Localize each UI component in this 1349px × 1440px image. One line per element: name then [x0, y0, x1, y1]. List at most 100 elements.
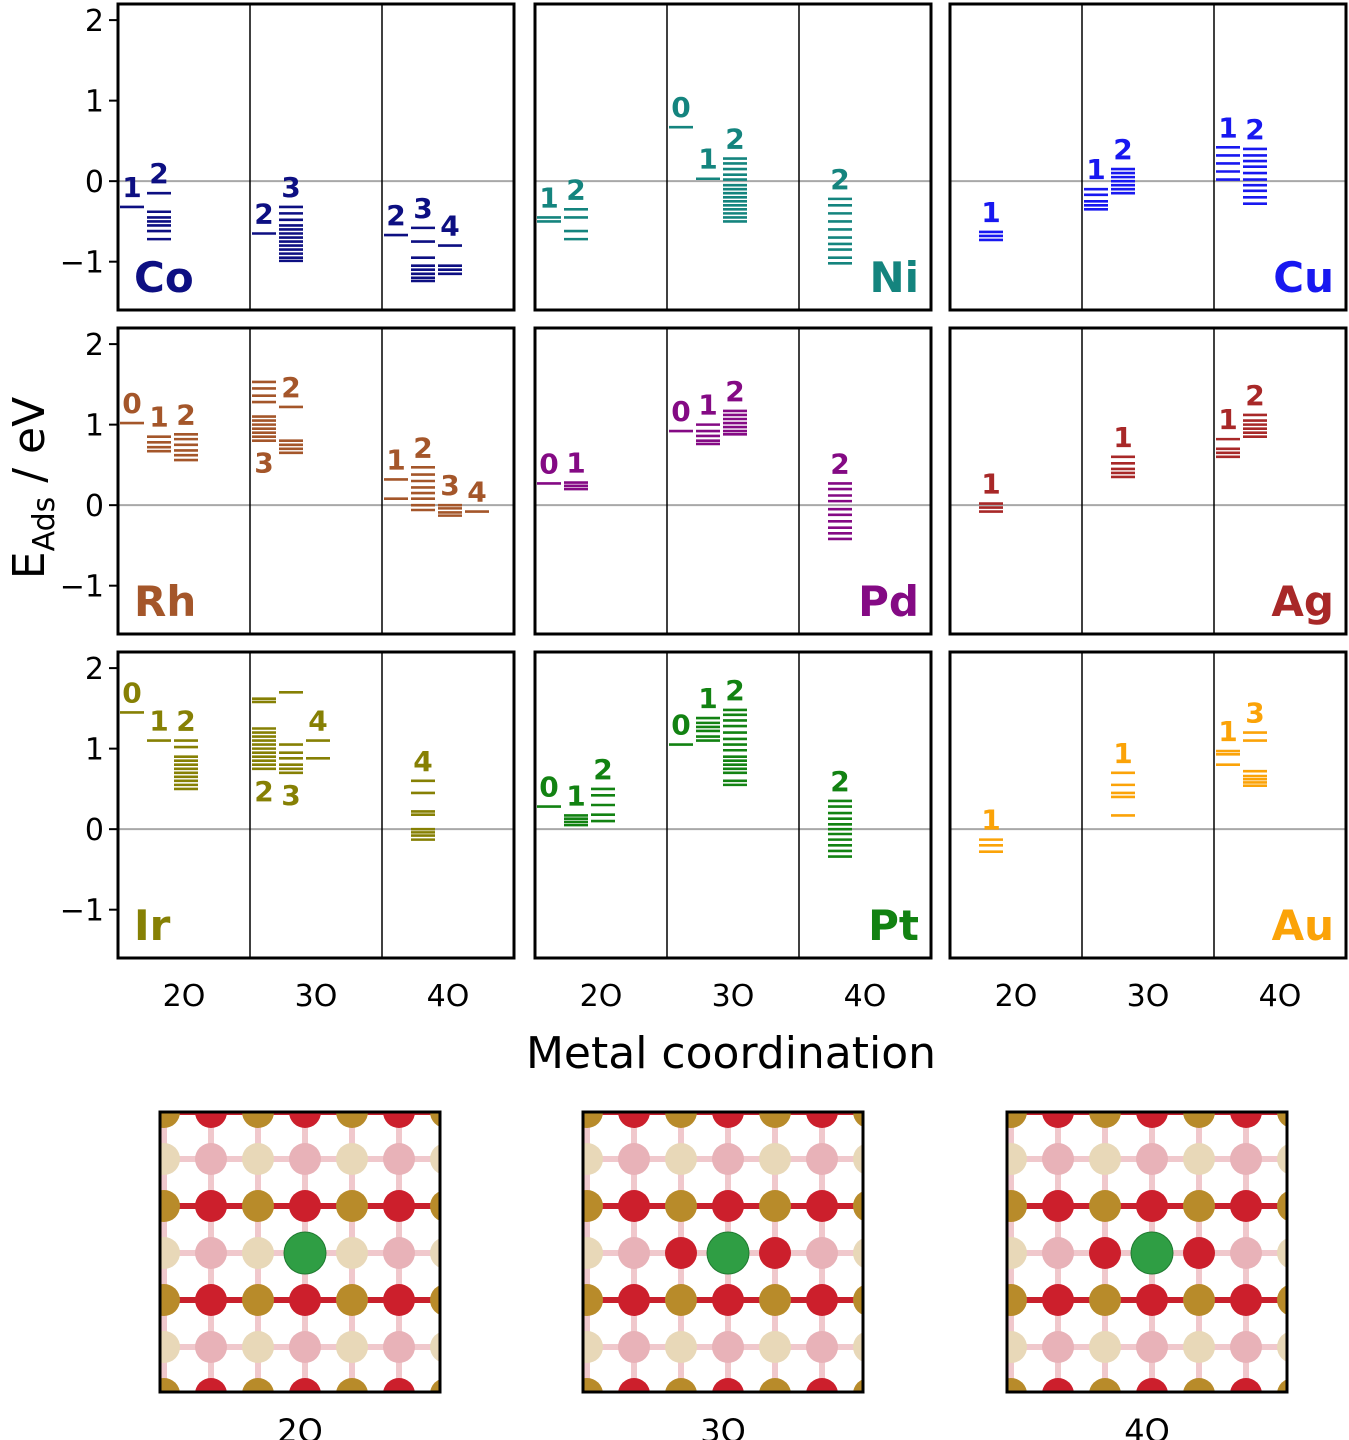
atom — [195, 1190, 227, 1222]
atom — [759, 1378, 791, 1392]
group-label: 1 — [122, 171, 141, 204]
atom — [853, 1285, 863, 1315]
atom — [242, 1112, 274, 1128]
group-label: 1 — [539, 181, 558, 214]
atom — [583, 1331, 603, 1363]
atom — [759, 1190, 791, 1222]
atom — [853, 1238, 863, 1268]
atom — [618, 1112, 650, 1128]
adsorbed-metal-atom — [706, 1231, 750, 1275]
atom — [1183, 1284, 1215, 1316]
atom — [289, 1190, 321, 1222]
group-label: 3 — [281, 171, 300, 204]
group-label: 0 — [539, 447, 558, 480]
group-label: 3 — [1245, 697, 1264, 730]
atom — [1007, 1143, 1027, 1175]
group-label: 2 — [281, 371, 300, 404]
atom — [665, 1237, 697, 1269]
atom — [853, 1332, 863, 1362]
atom — [759, 1237, 791, 1269]
atom — [1277, 1191, 1287, 1221]
group-label: 1 — [566, 447, 585, 480]
atom — [712, 1378, 744, 1392]
group-label: 1 — [149, 705, 168, 738]
atom — [1277, 1112, 1287, 1127]
group-label: 2 — [1245, 113, 1264, 146]
y-tick-label: 0 — [85, 165, 104, 200]
adsorbed-metal-atom — [283, 1231, 327, 1275]
atom — [618, 1331, 650, 1363]
structure-label: 2O — [277, 1412, 323, 1440]
atom — [289, 1143, 321, 1175]
atom — [759, 1284, 791, 1316]
group-label: 2 — [566, 173, 585, 206]
group-label: 1 — [981, 196, 1000, 229]
atom — [853, 1379, 863, 1392]
atom — [160, 1331, 180, 1363]
group-label: 2 — [725, 674, 744, 707]
structure-frame — [1005, 1110, 1289, 1394]
metal-label-ir: Ir — [134, 901, 171, 950]
y-tick-label: 0 — [85, 813, 104, 848]
atom — [1089, 1237, 1121, 1269]
y-tick-label: 1 — [85, 733, 104, 768]
atom — [1089, 1190, 1121, 1222]
atom — [160, 1284, 180, 1316]
atom — [1230, 1378, 1262, 1392]
y-tick-label: 2 — [85, 4, 104, 39]
y-tick-label: 1 — [85, 85, 104, 120]
y-tick-label: 2 — [85, 652, 104, 687]
atom — [618, 1237, 650, 1269]
atom — [1089, 1143, 1121, 1175]
atom — [242, 1143, 274, 1175]
structure-images: 2O 3O 4O — [158, 1110, 1289, 1440]
group-label: 3 — [281, 779, 300, 812]
atom — [336, 1331, 368, 1363]
atom — [1042, 1143, 1074, 1175]
atom — [160, 1143, 180, 1175]
atom — [1183, 1143, 1215, 1175]
group-label: 1 — [698, 389, 717, 422]
structure-atoms — [583, 1112, 863, 1392]
atom — [1230, 1112, 1262, 1128]
atom — [195, 1284, 227, 1316]
group-label: 1 — [566, 779, 585, 812]
atom — [665, 1284, 697, 1316]
atom — [712, 1143, 744, 1175]
atom — [618, 1284, 650, 1316]
panel-frame — [533, 326, 933, 636]
group-label: 1 — [1218, 715, 1237, 748]
atom — [1136, 1143, 1168, 1175]
atom — [336, 1190, 368, 1222]
atom — [1183, 1378, 1215, 1392]
structure-atoms — [1007, 1112, 1287, 1392]
structure-atoms — [160, 1112, 440, 1392]
atom — [160, 1190, 180, 1222]
atom — [336, 1237, 368, 1269]
atom — [430, 1285, 440, 1315]
group-label: 3 — [440, 469, 459, 502]
structure-label: 3O — [700, 1412, 746, 1440]
atom — [1277, 1379, 1287, 1392]
atom — [853, 1144, 863, 1174]
group-label: 2 — [386, 199, 405, 232]
atom — [1230, 1284, 1262, 1316]
atom — [806, 1237, 838, 1269]
group-label: 1 — [1086, 153, 1105, 186]
group-label: 2 — [254, 198, 273, 231]
group-label: 1 — [1218, 403, 1237, 436]
atom — [430, 1238, 440, 1268]
y-tick-label: 0 — [85, 489, 104, 524]
structure-frame — [581, 1110, 865, 1394]
group-label: 3 — [254, 447, 273, 480]
atom — [289, 1112, 321, 1128]
atom — [1136, 1190, 1168, 1222]
atom — [618, 1143, 650, 1175]
group-label: 0 — [671, 709, 690, 742]
atom — [712, 1190, 744, 1222]
group-label: 2 — [725, 375, 744, 408]
group-label: 1 — [149, 401, 168, 434]
